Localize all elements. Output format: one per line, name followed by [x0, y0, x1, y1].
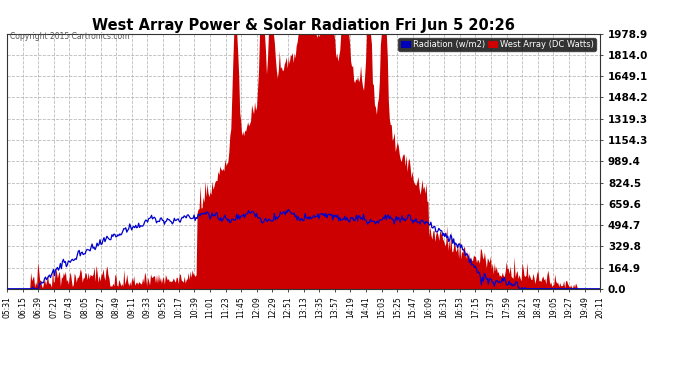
Title: West Array Power & Solar Radiation Fri Jun 5 20:26: West Array Power & Solar Radiation Fri J…: [92, 18, 515, 33]
Text: Copyright 2015 Cartronics.com: Copyright 2015 Cartronics.com: [10, 32, 130, 41]
Legend: Radiation (w/m2), West Array (DC Watts): Radiation (w/m2), West Array (DC Watts): [398, 38, 596, 51]
